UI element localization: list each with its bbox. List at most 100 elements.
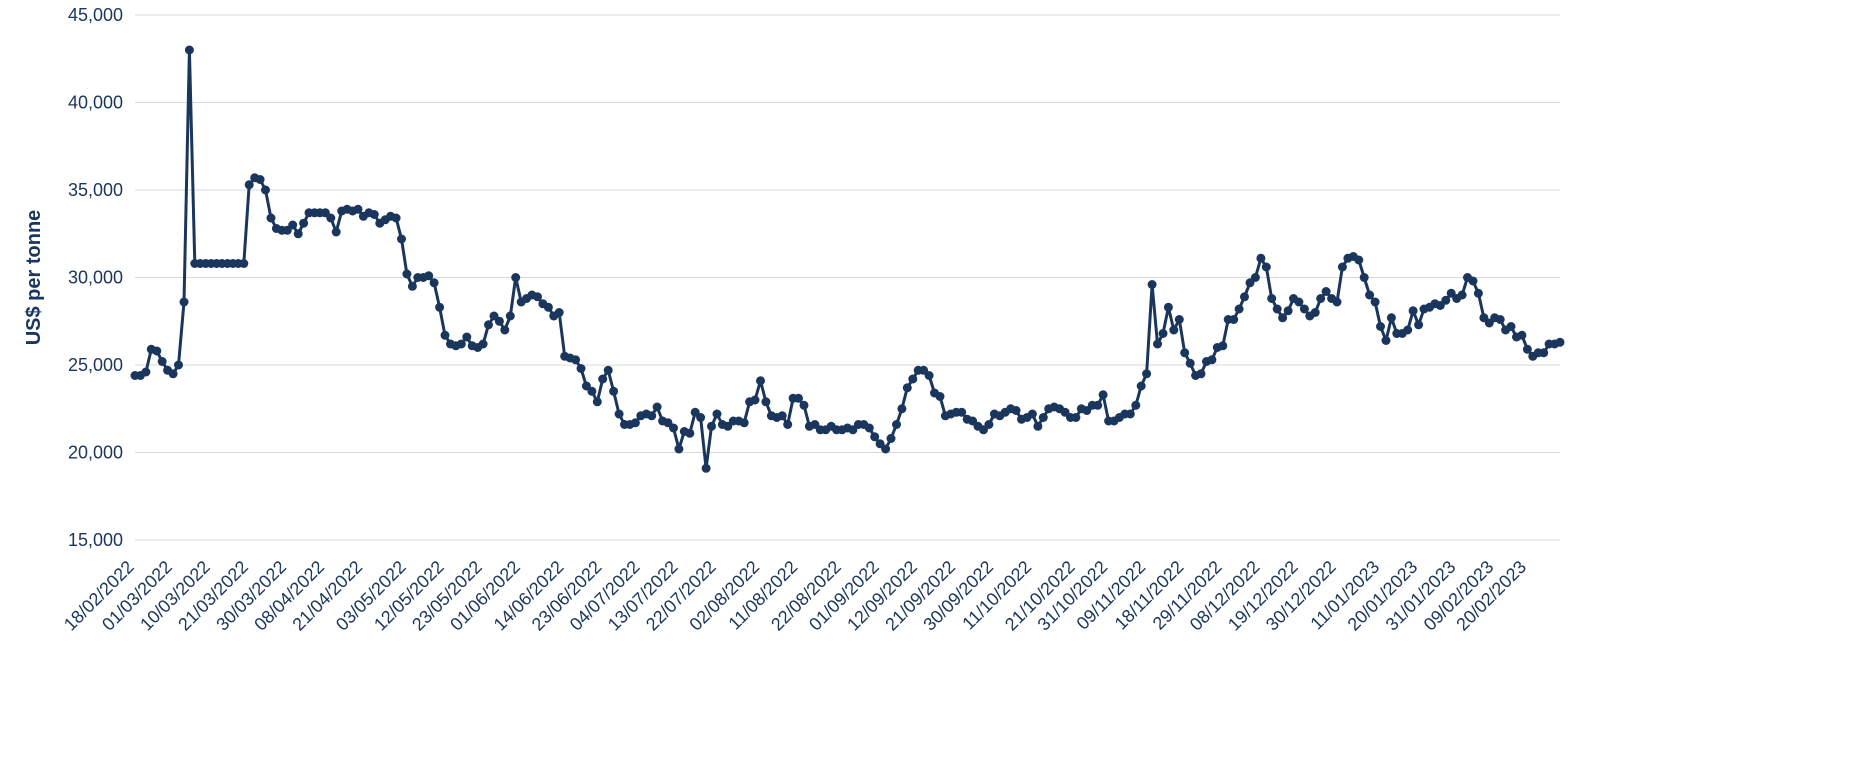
data-point: [1414, 320, 1423, 329]
data-point: [615, 410, 624, 419]
data-point: [1273, 305, 1282, 314]
data-point: [1251, 273, 1260, 282]
data-point: [1153, 340, 1162, 349]
data-point: [500, 326, 509, 335]
chart-canvas: 15,00020,00025,00030,00035,00040,00045,0…: [0, 0, 1866, 772]
data-point: [1039, 413, 1048, 422]
y-tick-label: 25,000: [68, 355, 123, 375]
data-point: [1333, 298, 1342, 307]
data-point: [511, 273, 520, 282]
data-point: [903, 383, 912, 392]
data-point: [174, 361, 183, 370]
data-point: [256, 175, 265, 184]
data-point: [1099, 390, 1108, 399]
data-point: [925, 371, 934, 380]
data-point: [984, 420, 993, 429]
data-point: [1142, 369, 1151, 378]
data-point: [1322, 287, 1331, 296]
y-tick-label: 40,000: [68, 93, 123, 113]
data-point: [1207, 355, 1216, 364]
data-point: [604, 366, 613, 375]
data-point: [593, 397, 602, 406]
data-point: [685, 429, 694, 438]
data-point: [326, 214, 335, 223]
data-point: [598, 375, 607, 384]
data-point: [1131, 401, 1140, 410]
data-point: [1338, 263, 1347, 272]
data-point: [152, 347, 161, 356]
data-point: [1382, 336, 1391, 345]
data-point: [1033, 422, 1042, 431]
data-point: [647, 411, 656, 420]
data-point: [332, 228, 341, 237]
data-point: [577, 364, 586, 373]
data-point: [245, 180, 254, 189]
data-point: [1229, 315, 1238, 324]
data-point: [1496, 315, 1505, 324]
y-axis-label-svg: US$ per tonne: [23, 210, 45, 346]
data-point: [1517, 331, 1526, 340]
data-point: [1371, 298, 1380, 307]
data-point: [1126, 410, 1135, 419]
data-point: [267, 214, 276, 223]
data-point: [1507, 322, 1516, 331]
data-point: [435, 303, 444, 312]
data-point: [1148, 280, 1157, 289]
data-point: [1164, 303, 1173, 312]
data-point: [288, 221, 297, 230]
data-point: [397, 235, 406, 244]
data-point: [778, 411, 787, 420]
data-point: [1294, 298, 1303, 307]
data-point: [653, 403, 662, 412]
data-point: [1197, 369, 1206, 378]
data-point: [169, 369, 178, 378]
data-point: [696, 413, 705, 422]
data-point: [609, 387, 618, 396]
data-point: [1556, 338, 1565, 347]
y-tick-label: 30,000: [68, 268, 123, 288]
data-point: [1354, 256, 1363, 265]
data-point: [408, 282, 417, 291]
data-point: [1012, 406, 1021, 415]
data-point: [402, 270, 411, 279]
data-point: [1180, 348, 1189, 357]
data-point: [783, 420, 792, 429]
data-point: [180, 298, 189, 307]
data-point: [141, 368, 150, 377]
data-point: [239, 259, 248, 268]
data-point: [1028, 410, 1037, 419]
data-point: [506, 312, 515, 321]
data-point: [957, 408, 966, 417]
data-point: [702, 464, 711, 473]
data-point: [1169, 326, 1178, 335]
data-point: [887, 434, 896, 443]
data-point: [1403, 326, 1412, 335]
data-point: [800, 401, 809, 410]
data-point: [1360, 273, 1369, 282]
data-point: [713, 410, 722, 419]
data-point: [1175, 315, 1184, 324]
data-point: [1071, 413, 1080, 422]
data-point: [1458, 291, 1467, 300]
data-point: [1469, 277, 1478, 286]
data-point: [1474, 289, 1483, 298]
data-point: [1278, 313, 1287, 322]
data-point: [1311, 308, 1320, 317]
data-point: [462, 333, 471, 342]
data-point: [1376, 322, 1385, 331]
data-point: [1093, 401, 1102, 410]
data-point: [392, 214, 401, 223]
data-point: [1159, 329, 1168, 338]
data-point: [707, 422, 716, 431]
data-point: [865, 424, 874, 433]
y-tick-label: 45,000: [68, 5, 123, 25]
data-point: [892, 420, 901, 429]
data-point: [495, 317, 504, 326]
y-tick-label: 15,000: [68, 530, 123, 550]
data-point: [1137, 382, 1146, 391]
data-point: [555, 308, 564, 317]
data-point: [1218, 341, 1227, 350]
data-point: [370, 210, 379, 219]
data-point: [544, 303, 553, 312]
data-point: [1256, 254, 1265, 263]
